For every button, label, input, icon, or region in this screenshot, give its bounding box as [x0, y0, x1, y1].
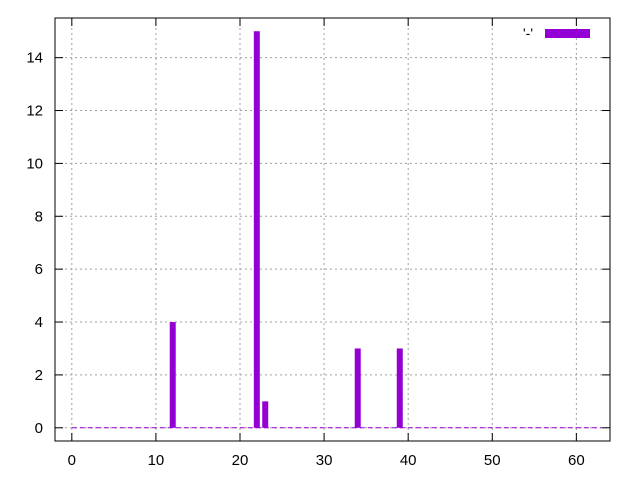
- y-tick-label: 10: [26, 155, 43, 172]
- legend-label: '-': [523, 25, 533, 41]
- plot-frame: [54, 17, 611, 442]
- x-tick-label: 50: [484, 452, 501, 469]
- x-tick-label: 30: [316, 452, 333, 469]
- y-tick-label: 14: [26, 50, 43, 67]
- x-tick-label: 40: [400, 452, 417, 469]
- x-tick-label: 10: [148, 452, 165, 469]
- bar: [169, 322, 176, 428]
- y-tick-label: 0: [35, 420, 43, 437]
- y-tick-label: 8: [35, 208, 43, 225]
- bars: [169, 31, 403, 428]
- x-tick-label: 20: [232, 452, 249, 469]
- y-tick-label: 4: [35, 314, 43, 331]
- y-tick-label: 6: [35, 261, 43, 278]
- y-tick-label: 2: [35, 367, 43, 384]
- legend: '-': [523, 25, 590, 41]
- x-tick-label: 60: [568, 452, 585, 469]
- bar: [396, 348, 403, 428]
- x-tick-label: 0: [68, 452, 76, 469]
- bar: [354, 348, 361, 428]
- bar: [262, 401, 269, 428]
- ticks: 0 10 20 30 40 50 60 0 2 4 6 8 10 12 14: [26, 18, 610, 469]
- bar: [253, 31, 260, 428]
- legend-swatch: [545, 29, 590, 38]
- grid: [55, 18, 610, 441]
- y-tick-label: 12: [26, 103, 43, 120]
